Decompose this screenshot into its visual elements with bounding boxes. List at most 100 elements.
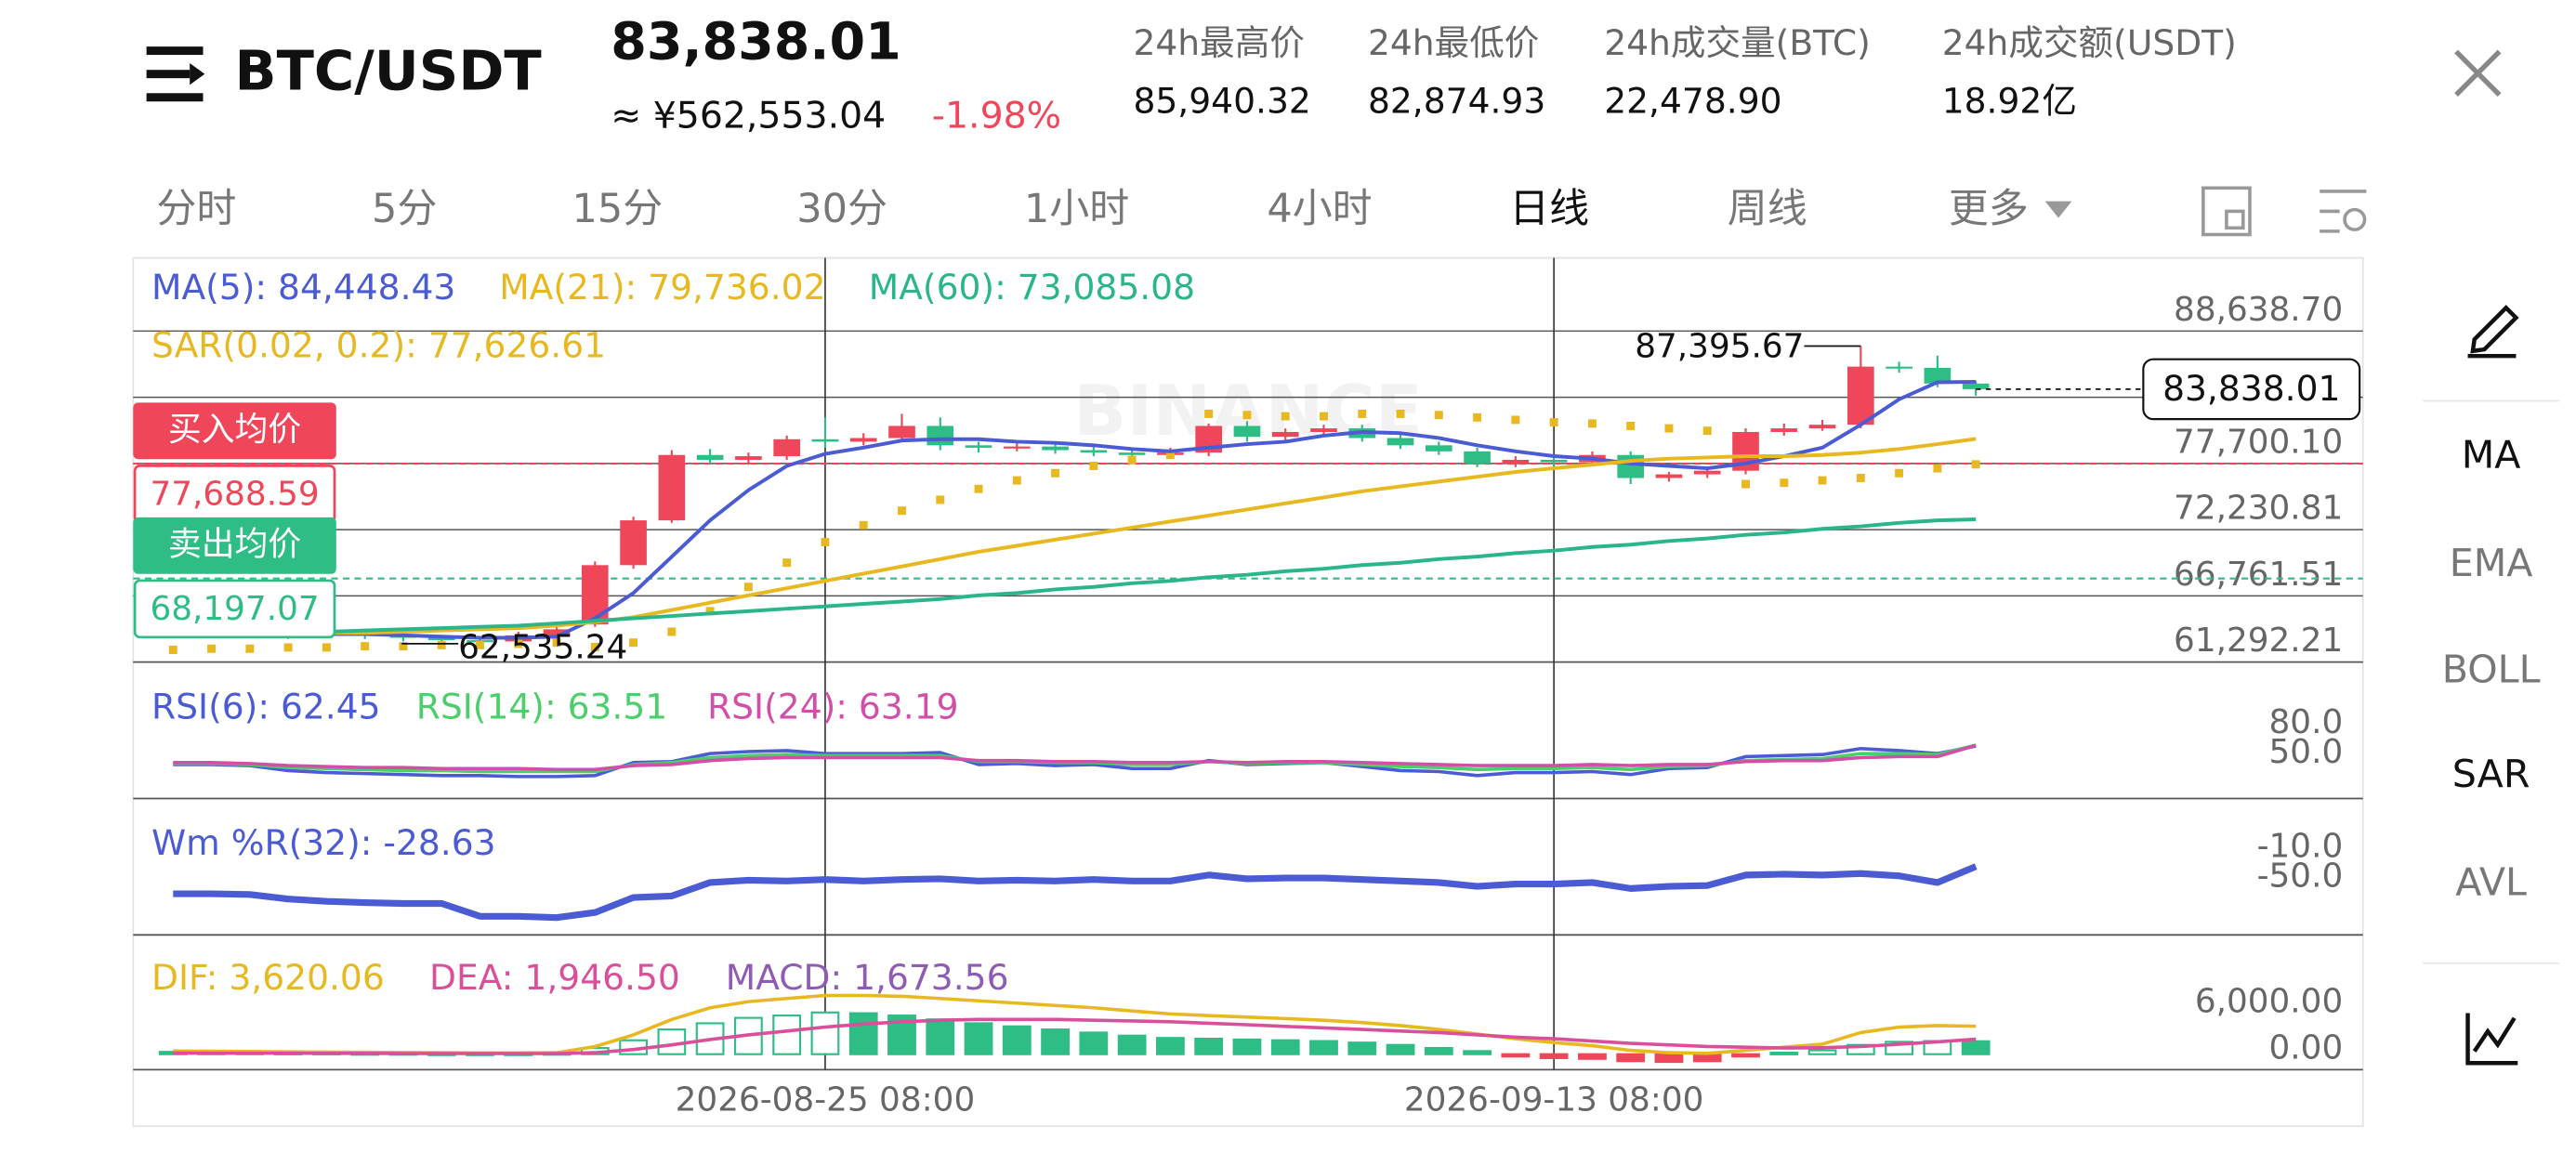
candle-body (1080, 450, 1108, 453)
legend-entry: RSI(6): 62.45 (151, 686, 381, 727)
candle-body (811, 439, 839, 442)
avg-title-box (133, 517, 336, 574)
macd-bar (1692, 1053, 1722, 1063)
menu-icon[interactable] (146, 46, 205, 102)
sar-dot (1051, 468, 1060, 478)
macd-bar (1807, 1049, 1837, 1055)
interval-tab[interactable]: 15分 (572, 186, 664, 232)
interval-tab[interactable]: 日线 (1509, 186, 1589, 232)
sar-dot (1242, 411, 1252, 420)
indicator-option[interactable]: MA (2462, 432, 2521, 477)
candle-body (1387, 438, 1414, 446)
macd-bar (1616, 1053, 1646, 1063)
candle-body (1693, 470, 1721, 475)
sar-dot (782, 558, 792, 568)
sar-dot (361, 642, 370, 651)
indicator-tick-label: -50.0 (2257, 857, 2344, 896)
draw-tool-icon[interactable] (2467, 305, 2519, 359)
legend-entry: MACD: 1,673.56 (726, 957, 1009, 998)
sar-dot (1780, 478, 1789, 488)
indicator-option[interactable]: SAR (2452, 752, 2530, 796)
price-tick-label: 88,638.70 (2174, 291, 2343, 329)
macd-bar (964, 1022, 993, 1055)
last-price-box (2142, 358, 2361, 421)
candle-body (1233, 425, 1261, 438)
avg-title: 卖出均价 (168, 525, 301, 563)
sar-dot (552, 638, 561, 648)
macd-bar (1424, 1046, 1453, 1055)
chart-frame (132, 256, 2364, 1128)
settings-icon[interactable] (2320, 190, 2367, 233)
indicator-option[interactable]: BOLL (2442, 647, 2541, 691)
sar-dot (1165, 451, 1175, 460)
ma-line (326, 517, 1977, 635)
low-label: 62,535.24 (458, 628, 627, 666)
sar-dot (859, 520, 868, 530)
macd-bar (1501, 1053, 1531, 1058)
indicator-line (173, 993, 1977, 1055)
macd-bar (1731, 1053, 1760, 1058)
interval-tab[interactable]: 1小时 (1024, 186, 1129, 232)
candle-body (1847, 366, 1874, 425)
macd-bar (848, 1012, 878, 1055)
macd-bar (1654, 1053, 1684, 1064)
macd-bar (1117, 1034, 1147, 1055)
icon-frame (2201, 186, 2252, 237)
legend-entry: MA(60): 73,085.08 (869, 267, 1195, 308)
indicator-option[interactable]: AVL (2455, 860, 2527, 905)
fullscreen-icon[interactable] (2201, 186, 2252, 237)
interval-tab[interactable]: 周线 (1728, 186, 1807, 232)
macd-bar (1079, 1031, 1109, 1055)
interval-tab[interactable]: 5分 (372, 186, 437, 232)
macd-bar (772, 1015, 802, 1055)
interval-tab[interactable]: 30分 (796, 186, 887, 232)
symbol[interactable]: BTC/USDT (235, 39, 542, 103)
interval-tab[interactable]: 4小时 (1267, 186, 1372, 232)
candle-body (1808, 425, 1836, 429)
icon-zigzag (2472, 1016, 2517, 1053)
pencil (2470, 305, 2519, 354)
legend-entry: SAR(0.02, 0.2): 77,626.61 (151, 325, 606, 366)
legend-entry: Wm %R(32): -28.63 (151, 822, 496, 863)
sar-dot (1089, 461, 1098, 470)
candle-body (1886, 366, 1912, 369)
sar-dot (283, 643, 293, 652)
price-tick-label: 61,292.21 (2174, 622, 2343, 660)
macd-bar (1961, 1040, 1991, 1055)
candle-body (1118, 452, 1146, 455)
macd-bar (1539, 1053, 1569, 1059)
legend-entry: MA(21): 79,736.02 (499, 267, 825, 308)
stat-label: 24h成交量(BTC) (1604, 22, 1871, 63)
candle-body (1425, 445, 1452, 452)
sar-dot (1320, 412, 1328, 421)
price-tick-label: 66,761.51 (2174, 556, 2343, 594)
indicator-option[interactable]: EMA (2450, 541, 2533, 585)
indicator-icon[interactable] (2465, 1013, 2518, 1066)
macd-bar (926, 1018, 955, 1055)
more-arrow (2044, 201, 2072, 218)
stat-label: 24h最高价 (1133, 22, 1304, 63)
interval-tab[interactable]: 更多 (1949, 186, 2029, 232)
icon-axes (2465, 1013, 2518, 1066)
macd-bar (1386, 1043, 1415, 1055)
menu-bar (146, 46, 204, 56)
interval-tab[interactable]: 分时 (156, 186, 236, 232)
close-button[interactable] (2454, 49, 2502, 97)
macd-bar (657, 1028, 687, 1055)
indicator-line (173, 744, 1977, 779)
menu-arrow (190, 63, 205, 85)
candle-body (735, 456, 762, 460)
candle-body (1540, 459, 1568, 463)
indicator-tick-label: 6,000.00 (2195, 982, 2343, 1020)
candle-body (849, 438, 877, 442)
macd-bar (1156, 1037, 1185, 1055)
candle-body (1003, 446, 1031, 449)
candle-body (773, 439, 800, 457)
avg-title-box (133, 402, 336, 460)
legend-entry: RSI(14): 63.51 (416, 686, 667, 727)
candle-body (1962, 383, 1990, 389)
legend-entry: MA(5): 84,448.43 (151, 267, 455, 308)
last-price: 83,838.01 (611, 11, 900, 72)
